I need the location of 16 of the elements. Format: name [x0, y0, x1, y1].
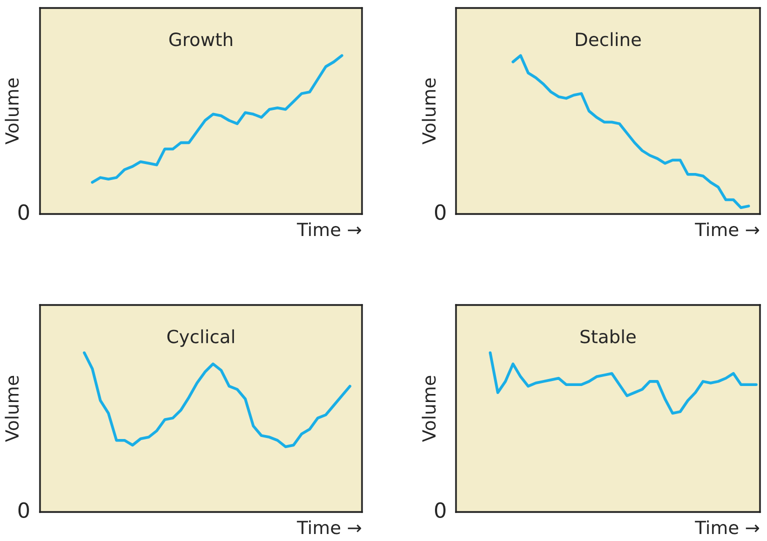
chart-title: Stable	[580, 329, 636, 344]
chart-title: Cyclical	[167, 329, 234, 347]
y-axis-title: Volume	[4, 78, 19, 144]
chart-title: Growth	[169, 32, 232, 46]
y-axis-title: Volume	[422, 376, 436, 442]
text: 0	[18, 502, 29, 518]
y-axis-title: Volume	[422, 78, 436, 144]
text: 0	[18, 204, 29, 220]
x-axis-title: Time →	[296, 222, 362, 236]
text: 0	[435, 204, 446, 220]
x-axis-title: Time →	[296, 520, 362, 534]
x-axis-title: Time →	[694, 222, 760, 236]
y-axis-title: Volume	[4, 376, 19, 442]
text: 0	[435, 502, 446, 518]
chart-title: Decline	[576, 32, 641, 46]
x-axis-title: Time →	[694, 520, 760, 534]
